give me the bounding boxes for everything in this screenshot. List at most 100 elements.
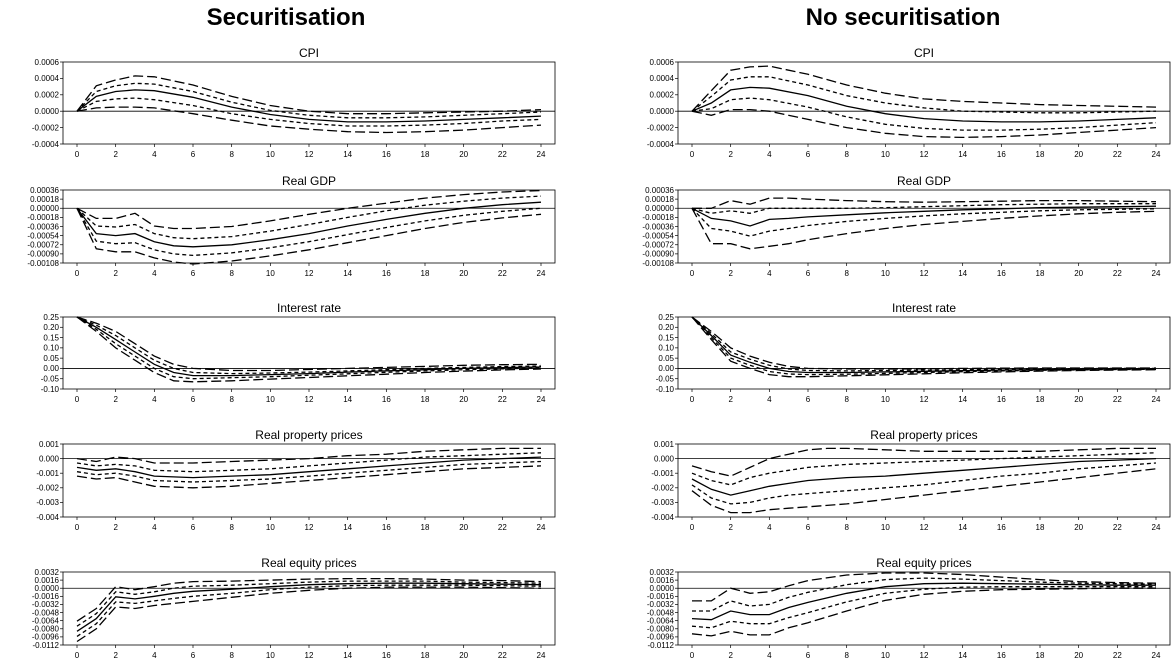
x-tick-label: 22 [1113, 269, 1122, 278]
x-tick-label: 16 [997, 150, 1006, 159]
x-tick-label: 22 [498, 523, 507, 532]
series-short-dash-line-2 [692, 577, 1157, 612]
x-tick-label: 10 [881, 269, 890, 278]
y-tick-label: -0.0016 [32, 592, 60, 601]
x-tick-label: 22 [1113, 523, 1122, 532]
series-long-dash-line-1 [76, 577, 542, 622]
x-tick-label: 16 [997, 523, 1006, 532]
series-short-dash-line-2 [691, 316, 1156, 372]
y-tick-label: -0.00036 [642, 222, 674, 231]
y-tick-label: 0.001 [39, 440, 60, 449]
x-tick-label: 22 [498, 150, 507, 159]
x-tick-label: 16 [382, 269, 391, 278]
x-tick-label: 24 [1152, 269, 1161, 278]
plot-frame [677, 316, 1171, 390]
x-tick-label: 18 [421, 150, 430, 159]
series-solid-line-3 [691, 205, 1157, 227]
y-tick-label: 0.20 [658, 323, 674, 332]
x-tick-label: 0 [75, 269, 80, 278]
x-tick-label: 24 [537, 150, 546, 159]
x-tick-label: 0 [75, 150, 80, 159]
no-securitisation-interest-rate-panel: Interest rate 0.250.200.15 0.100.050.00 -0.… [656, 301, 1171, 404]
x-tick-label: 8 [844, 651, 849, 660]
series-short-dash-line-2 [691, 76, 1157, 114]
y-tick-label: -0.00108 [27, 259, 59, 268]
x-tick-label: 2 [113, 395, 118, 404]
y-tick-label: -0.004 [36, 513, 59, 522]
x-tick-label: 22 [498, 269, 507, 278]
x-tick-label: 18 [421, 523, 430, 532]
y-tick-label: 0.10 [658, 344, 674, 353]
x-tick-label: 16 [997, 651, 1006, 660]
x-tick-label: 18 [421, 269, 430, 278]
y-tick-label: -0.00072 [27, 241, 59, 250]
y-tick-label: 0.0000 [650, 107, 675, 116]
x-tick-label: 18 [421, 651, 430, 660]
series-short-dash-line-4 [76, 207, 542, 257]
y-tick-label: 0.0000 [35, 107, 60, 116]
x-tick-label: 2 [113, 150, 118, 159]
x-tick-label: 20 [459, 523, 468, 532]
series-short-dash-line-4 [691, 97, 1157, 131]
x-tick-label: 2 [113, 269, 118, 278]
y-tick-label: -0.0112 [32, 641, 59, 650]
x-tick-label: 8 [229, 150, 234, 159]
y-tick-label: 0.0004 [35, 74, 60, 83]
x-tick-label: 2 [728, 651, 733, 660]
x-tick-label: 16 [997, 269, 1006, 278]
series-long-dash-line-1 [692, 197, 1157, 209]
series-long-dash-line-5 [76, 316, 542, 383]
x-tick-label: 10 [266, 150, 275, 159]
x-tick-label: 0 [690, 150, 695, 159]
x-tick-label: 0 [75, 523, 80, 532]
series-solid-line-3 [76, 316, 542, 377]
x-tick-label: 0 [75, 651, 80, 660]
series-short-dash-line-4 [76, 460, 542, 483]
plot-frame [677, 571, 1171, 646]
x-tick-label: 6 [191, 150, 196, 159]
x-tick-label: 2 [728, 269, 733, 278]
x-tick-label: 22 [1113, 150, 1122, 159]
x-tick-label: 6 [806, 269, 811, 278]
x-tick-label: 22 [498, 395, 507, 404]
x-tick-label: 4 [767, 651, 772, 660]
x-tick-label: 24 [1152, 395, 1161, 404]
series-solid-line-3 [691, 457, 1157, 496]
y-tick-label: -0.0002 [32, 123, 60, 132]
y-tick-label: 0.0006 [650, 58, 675, 67]
x-tick-label: 16 [382, 150, 391, 159]
y-tick-label: -0.0016 [647, 592, 675, 601]
x-tick-label: 18 [1036, 150, 1045, 159]
y-tick-label: -0.05 [41, 375, 60, 384]
y-tick-label: -0.004 [651, 513, 674, 522]
x-tick-label: 8 [844, 395, 849, 404]
x-tick-label: 20 [459, 395, 468, 404]
x-tick-label: 14 [343, 395, 352, 404]
series-solid-line-3 [691, 86, 1157, 123]
series-long-dash-line-1 [76, 189, 542, 230]
y-tick-label: 0.0016 [35, 576, 60, 585]
y-tick-label: -0.0004 [647, 140, 675, 149]
series-short-dash-line-2 [76, 195, 542, 240]
x-tick-label: 6 [806, 150, 811, 159]
x-tick-label: 8 [229, 395, 234, 404]
x-tick-label: 8 [229, 523, 234, 532]
x-tick-label: 16 [382, 651, 391, 660]
x-tick-label: 12 [305, 651, 314, 660]
y-tick-label: 0.00 [658, 364, 674, 373]
x-tick-label: 24 [537, 651, 546, 660]
x-tick-label: 22 [1113, 395, 1122, 404]
x-tick-label: 2 [728, 523, 733, 532]
series-long-dash-line-5 [691, 207, 1157, 250]
y-tick-label: -0.002 [36, 484, 59, 493]
y-tick-label: -0.0096 [32, 633, 60, 642]
y-tick-label: 0.05 [43, 354, 59, 363]
securitisation-real-property-prices-panel: Real property prices 0.001 0.000 -0.001 -0.0… [36, 428, 556, 532]
x-tick-label: 10 [881, 395, 890, 404]
series-long-dash-line-1 [691, 447, 1156, 477]
panel-title: Interest rate [892, 301, 956, 315]
x-tick-label: 16 [997, 395, 1006, 404]
y-tick-label: 0.00036 [645, 186, 674, 195]
no-securitisation-real-equity-prices-panel: Real equity prices0.00320.00160.0000-0.0… [647, 556, 1171, 660]
